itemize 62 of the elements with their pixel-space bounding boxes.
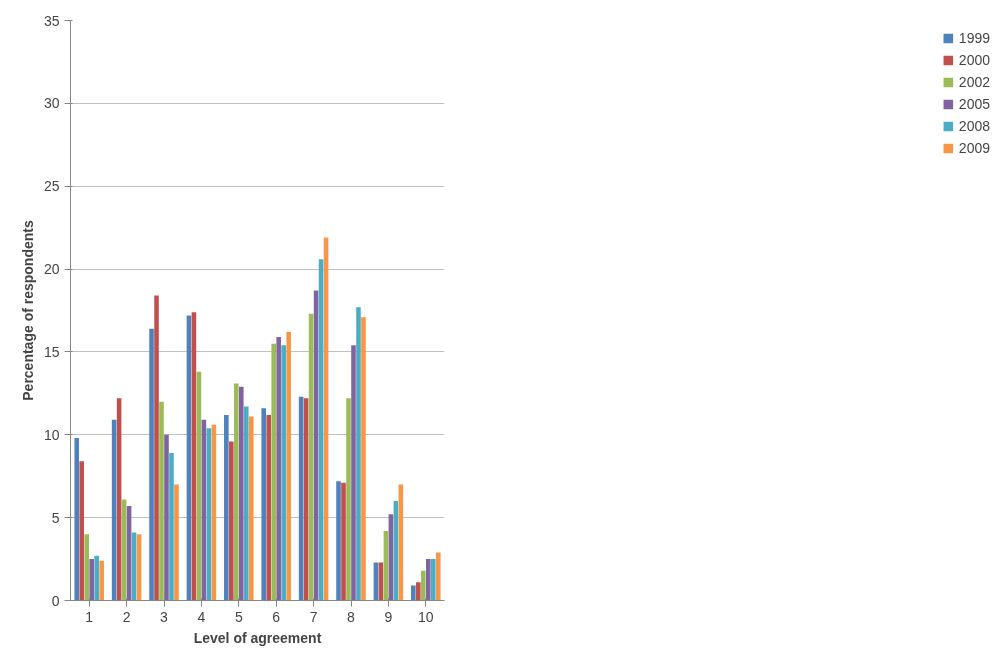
bar bbox=[266, 414, 272, 601]
bar bbox=[356, 307, 361, 601]
legend-label: 2005 bbox=[958, 96, 990, 112]
bar bbox=[224, 414, 229, 601]
bar bbox=[229, 441, 234, 601]
x-tick-label: 1 bbox=[85, 608, 94, 625]
legend-label: 2002 bbox=[958, 74, 990, 90]
legend-label: 1999 bbox=[958, 30, 990, 46]
bar bbox=[430, 559, 436, 601]
x-tick-label: 10 bbox=[418, 608, 434, 625]
bar bbox=[421, 570, 426, 601]
y-tick-label: 0 bbox=[51, 592, 60, 609]
y-tick-label: 20 bbox=[43, 261, 60, 278]
bar bbox=[426, 559, 431, 601]
bar bbox=[271, 343, 276, 601]
bar bbox=[351, 345, 356, 601]
bar bbox=[159, 401, 164, 601]
bar bbox=[276, 337, 281, 601]
x-tick-label: 6 bbox=[272, 608, 281, 625]
x-tick-label: 7 bbox=[309, 608, 318, 625]
bar bbox=[248, 416, 254, 601]
bar bbox=[94, 555, 99, 601]
bar bbox=[243, 406, 249, 601]
x-tick-label: 8 bbox=[347, 608, 356, 625]
legend-label: 2009 bbox=[958, 140, 990, 156]
bar bbox=[174, 484, 179, 601]
bar bbox=[411, 585, 416, 601]
bar bbox=[149, 328, 154, 601]
bar bbox=[416, 582, 421, 601]
bar bbox=[234, 383, 239, 601]
bar bbox=[341, 482, 346, 601]
bar bbox=[286, 332, 291, 601]
x-tick-label: 4 bbox=[197, 608, 206, 625]
y-tick-label: 35 bbox=[43, 12, 60, 29]
y-axis-title: Percentage of respondents bbox=[19, 220, 36, 401]
bar bbox=[346, 398, 351, 601]
bar bbox=[89, 559, 94, 601]
y-tick-label: 5 bbox=[51, 509, 60, 526]
bar bbox=[361, 317, 366, 601]
bar bbox=[169, 453, 174, 601]
bar bbox=[336, 481, 341, 601]
y-tick-label: 30 bbox=[43, 95, 60, 112]
bar bbox=[74, 438, 80, 601]
bar bbox=[261, 408, 267, 601]
bar bbox=[164, 434, 169, 601]
y-tick-label: 15 bbox=[43, 343, 60, 360]
y-tick-label: 10 bbox=[43, 426, 60, 443]
x-tick-label: 5 bbox=[234, 608, 243, 625]
legend-label: 2008 bbox=[958, 118, 990, 134]
legend-label: 2000 bbox=[958, 52, 990, 68]
bar bbox=[239, 386, 244, 601]
x-axis-title: Level of agreement bbox=[193, 629, 322, 646]
bar bbox=[79, 461, 85, 601]
bar bbox=[84, 534, 89, 601]
bar bbox=[281, 345, 286, 601]
bar bbox=[435, 552, 441, 601]
bar bbox=[154, 295, 159, 601]
x-tick-label: 3 bbox=[160, 608, 169, 625]
bar bbox=[99, 560, 104, 601]
y-tick-label: 25 bbox=[43, 178, 60, 195]
x-tick-label: 9 bbox=[384, 608, 393, 625]
x-tick-label: 2 bbox=[122, 608, 131, 625]
